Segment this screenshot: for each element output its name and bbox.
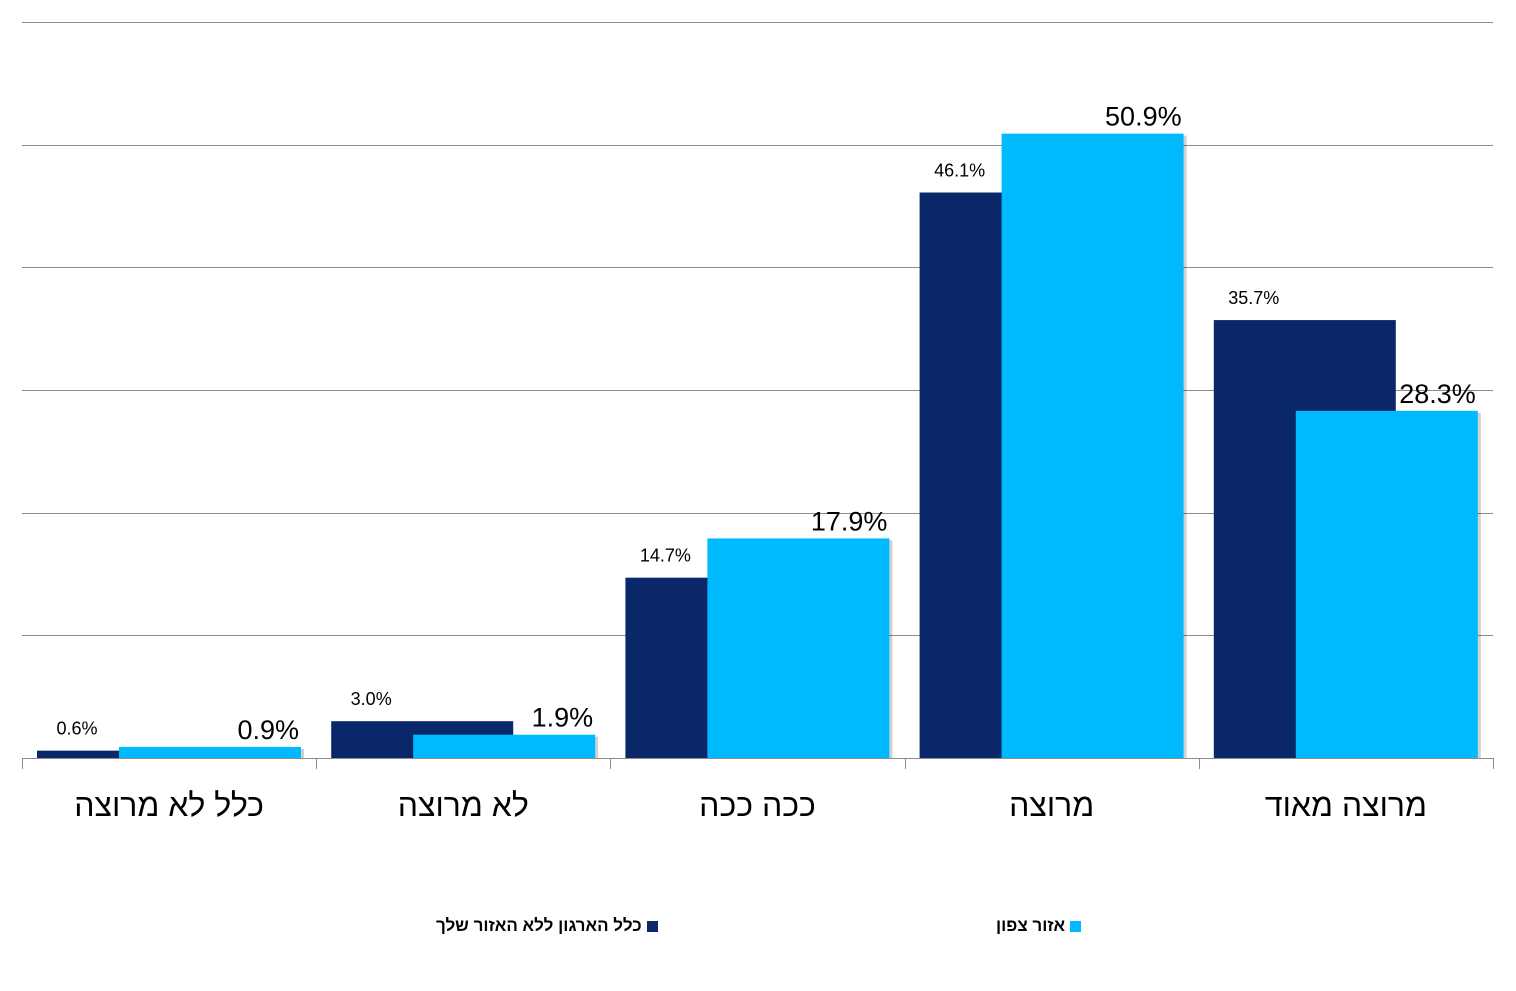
category-label-1: לא מרוצה [398,787,529,823]
legend-item-org: כלל הארגון ללא האזור שלך [436,912,658,940]
data-label-north-1: 1.9% [532,703,594,733]
bar-north-2 [707,538,889,758]
legend-swatch-north [1070,921,1081,932]
legend-label-north: אזור צפון [996,916,1065,936]
bar-north-1 [413,735,595,758]
category-label-2: ככה ככה [699,787,816,823]
bar-north-3 [1002,134,1184,758]
data-label-org-2: 14.7% [640,546,691,566]
category-label-4: מרוצה מאוד [1265,787,1427,823]
data-label-north-3: 50.9% [1105,102,1182,132]
data-label-org-4: 35.7% [1228,288,1279,308]
data-label-north-0: 0.9% [237,715,299,745]
bar-chart: 0.6% 0.9% כלל לא מרוצה 3.0% 1.9% לא מרוצה 14.7… [0,0,1516,900]
bar-north-0 [119,747,301,758]
data-label-org-1: 3.0% [351,689,392,709]
data-label-org-3: 46.1% [934,161,985,181]
category-label-0: כלל לא מרוצה [74,787,264,823]
data-label-north-4: 28.3% [1399,379,1476,409]
data-label-north-2: 17.9% [811,506,888,536]
legend-swatch-org [647,921,658,932]
category-label-3: מרוצה [1009,787,1094,823]
legend-label-org: כלל הארגון ללא האזור שלך [436,916,642,936]
data-label-org-0: 0.6% [56,719,97,739]
bar-north-4 [1296,411,1478,758]
legend-item-north: אזור צפון [996,912,1081,940]
